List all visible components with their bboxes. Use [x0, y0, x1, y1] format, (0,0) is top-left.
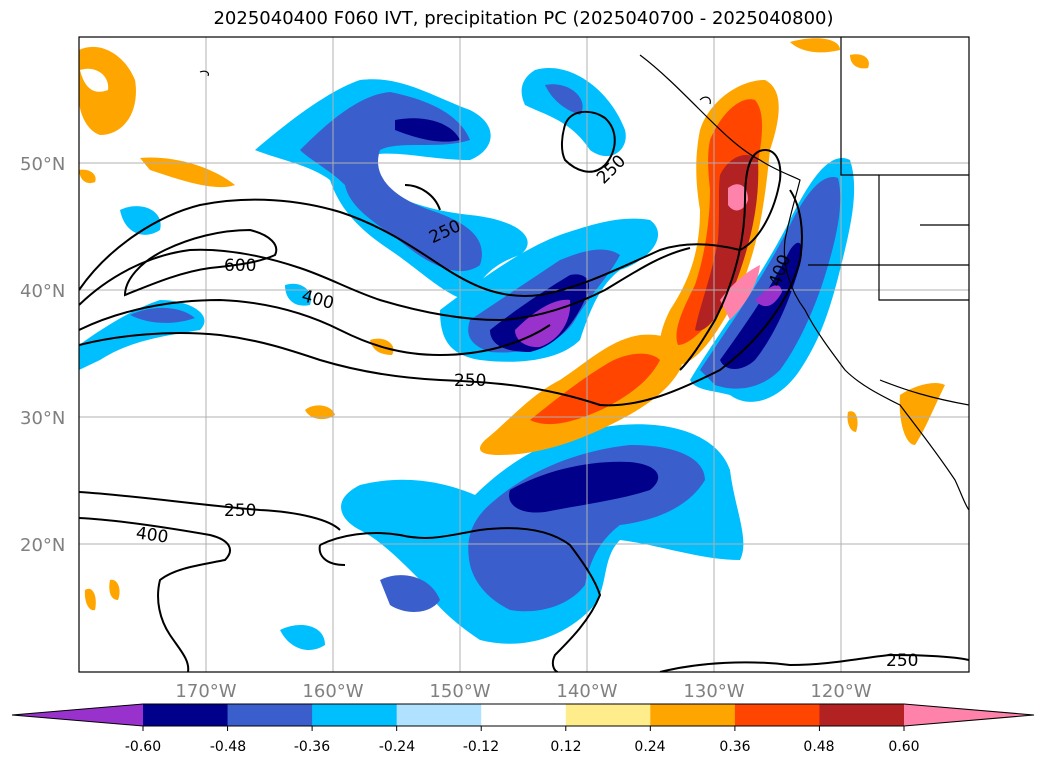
- contour-label-250: 250: [886, 651, 918, 671]
- colorbar-extend-low: [12, 704, 143, 726]
- positive-anomaly-northwest: [79, 38, 869, 188]
- map-frame: [78, 36, 970, 673]
- negative-anomaly-north: [255, 79, 528, 300]
- colorbar-tick-label: -0.48: [210, 739, 246, 755]
- colorbar-segment: [481, 704, 567, 726]
- latitude-labels: 50°N 40°N 30°N 20°N: [20, 154, 65, 556]
- negative-anomaly-coast: [690, 158, 855, 402]
- colorbar: [11, 703, 1035, 731]
- colorbar-tick-label: 0.12: [550, 739, 581, 755]
- lat-label-20n: 20°N: [20, 535, 65, 556]
- lon-label-120w: 120°W: [810, 681, 871, 702]
- map-title: 2025040400 F060 IVT, precipitation PC (2…: [213, 8, 834, 29]
- ivt-contours: [79, 110, 969, 672]
- colorbar-segment: [650, 704, 736, 726]
- colorbar-tick-label: 0.60: [888, 739, 919, 755]
- contour-label-250: 250: [454, 371, 486, 391]
- colorbar-segment: [312, 704, 398, 726]
- colorbar-tick-label: -0.36: [294, 739, 330, 755]
- contour-label-600: 600: [224, 256, 256, 276]
- colorbar-segment: [396, 704, 482, 726]
- lon-label-170w: 170°W: [175, 681, 236, 702]
- colorbar-segment: [143, 704, 229, 726]
- colorbar-tick-label: -0.60: [125, 739, 161, 755]
- colorbar-extend-high: [904, 704, 1034, 726]
- longitude-labels: 170°W 160°W 150°W 140°W 130°W 120°W: [175, 681, 871, 702]
- colorbar-tick-label: 0.36: [719, 739, 750, 755]
- colorbar-tick-label: 0.48: [803, 739, 834, 755]
- colorbar-segment: [734, 704, 820, 726]
- coastline: [199, 37, 969, 511]
- colorbar-tick-label: -0.12: [463, 739, 499, 755]
- lon-label-130w: 130°W: [683, 681, 744, 702]
- contour-label-250: 250: [224, 501, 256, 521]
- colorbar-tick-label: -0.24: [379, 739, 415, 755]
- colorbar-tick-labels: -0.60 -0.48 -0.36 -0.24 -0.12 0.12 0.24 …: [125, 739, 920, 755]
- contour-label-400: 400: [135, 523, 170, 547]
- colorbar-segment: [819, 704, 905, 726]
- colorbar-segment: [565, 704, 651, 726]
- positive-anomaly-coast: [660, 80, 779, 365]
- colorbar-segment: [227, 704, 313, 726]
- colorbar-tick-label: 0.24: [634, 739, 665, 755]
- lon-label-150w: 150°W: [429, 681, 490, 702]
- lat-label-50n: 50°N: [20, 154, 65, 175]
- lon-label-160w: 160°W: [302, 681, 363, 702]
- lon-label-140w: 140°W: [556, 681, 617, 702]
- lat-label-40n: 40°N: [20, 281, 65, 302]
- lat-label-30n: 30°N: [20, 408, 65, 429]
